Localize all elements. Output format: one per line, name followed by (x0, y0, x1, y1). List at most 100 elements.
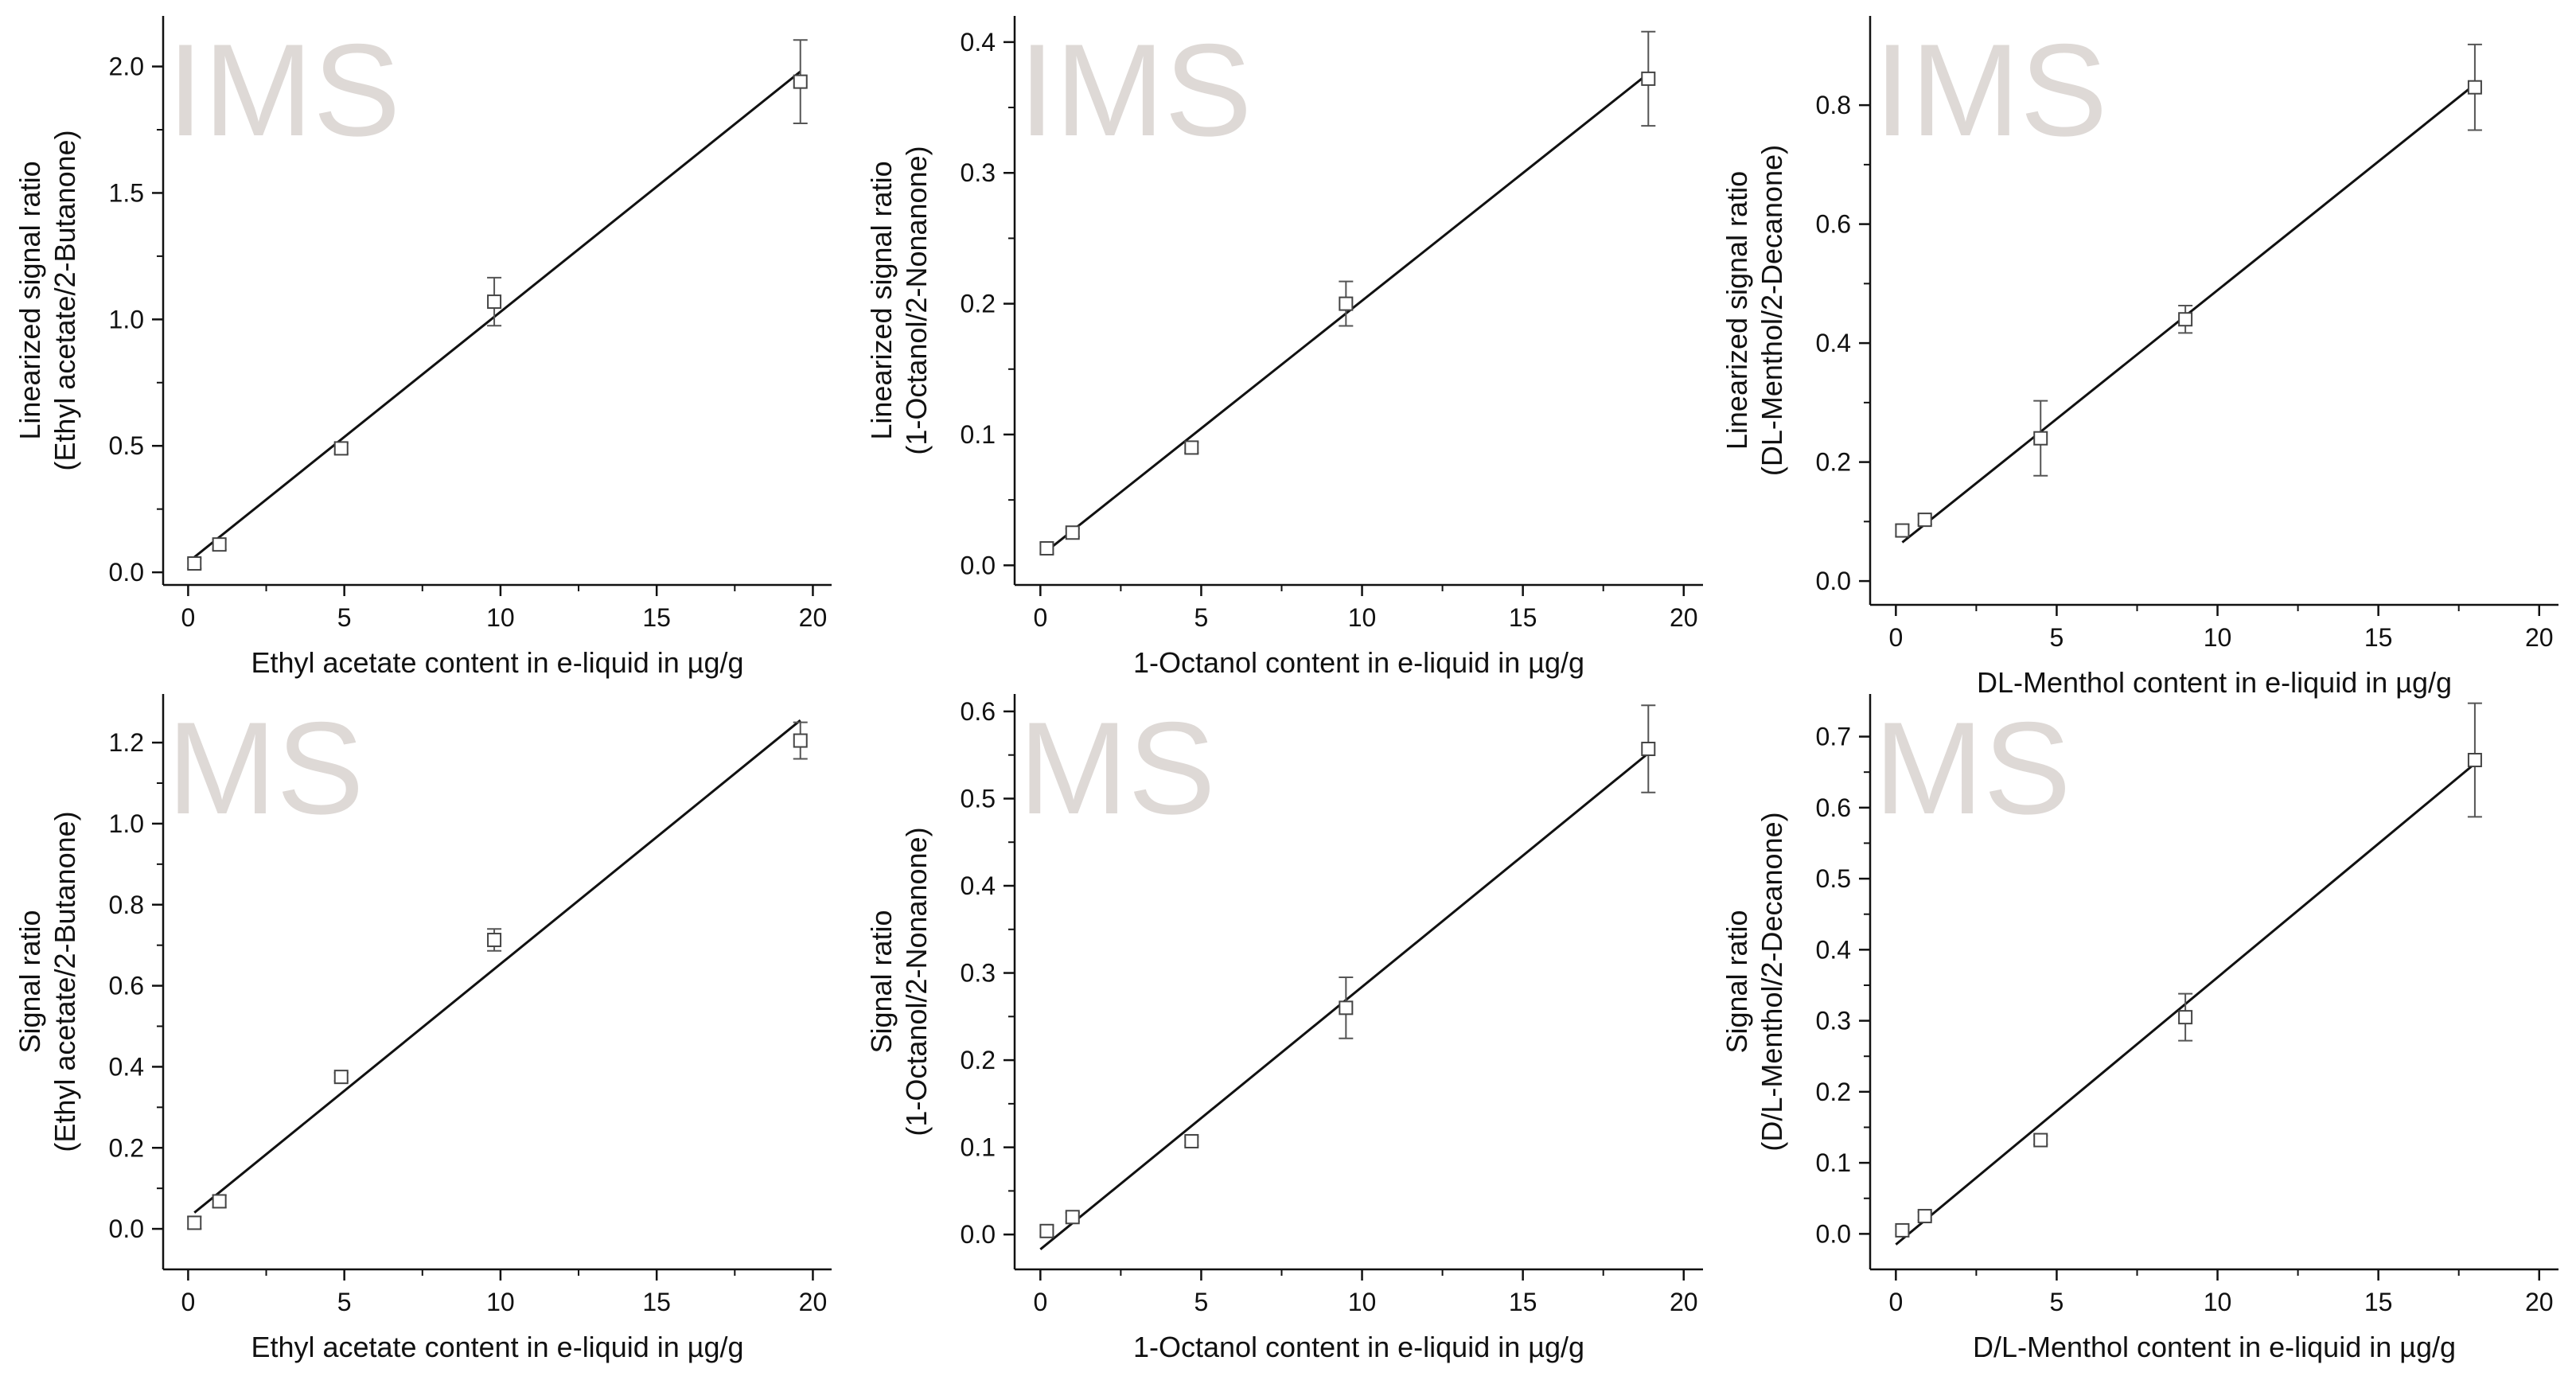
y-axis-label: Linearized signal ratio(DL-Menthol/2-Dec… (1721, 145, 1788, 476)
data-point (1184, 440, 1199, 455)
data-point (2178, 1010, 2193, 1025)
x-tick-label: 0 (1888, 623, 1903, 652)
y-tick-label: 0.4 (1816, 935, 1851, 964)
data-point (1895, 1222, 1910, 1238)
y-tick-label: 0.0 (1816, 1219, 1851, 1248)
data-point (1917, 513, 1932, 528)
y-axis-label: Linearized signal ratio(1-Octanol/2-Nona… (865, 146, 933, 454)
chart-panel-3: IMS 0 5 10 15 20 0.0 0.2 0.4 0.6 0.8 DL-Menthol con… (1721, 16, 2558, 699)
data-point (793, 74, 808, 89)
x-tick-label: 15 (2364, 623, 2393, 652)
data-point (2178, 312, 2193, 327)
y-tick-label: 0.2 (1816, 1078, 1851, 1106)
y-tick-label: 0.4 (961, 28, 996, 57)
x-axis-label: DL-Menthol content in e-liquid in µg/g (1977, 666, 2452, 699)
data-point (333, 1070, 349, 1085)
chart-panel-6: MS 0 5 10 15 20 0.0 0.1 0.2 0.3 0.4 0.5 0.6 0.7 D/L-Me… (1721, 694, 2558, 1363)
fit-line (193, 719, 801, 1214)
x-tick-label: 20 (2525, 623, 2554, 652)
data-point (1184, 1133, 1199, 1148)
data-point (1895, 523, 1910, 538)
x-tick-label: 0 (1888, 1288, 1903, 1316)
y-axis-label-line: (1-Octanol/2-Nonanone) (900, 827, 933, 1136)
data-point (487, 294, 502, 310)
data-point (793, 733, 808, 748)
watermark-text: MS (1019, 695, 1216, 841)
y-tick-label: 0.2 (1816, 448, 1851, 477)
y-tick-label: 1.0 (109, 305, 144, 333)
x-tick-label: 5 (337, 1288, 352, 1316)
y-axis-label-line: (1-Octanol/2-Nonanone) (900, 146, 933, 454)
y-tick-label: 2.0 (109, 53, 144, 81)
y-tick-label: 0.0 (1816, 567, 1851, 595)
x-tick-label: 10 (2204, 1288, 2232, 1316)
y-axis-label: Signal ratio(1-Octanol/2-Nonanone) (865, 827, 933, 1136)
y-tick-label: 0.0 (961, 551, 996, 579)
x-tick-label: 20 (1670, 603, 1698, 632)
x-tick-label: 5 (2050, 623, 2064, 652)
x-tick-label: 20 (799, 1288, 828, 1316)
y-tick-label: 0.7 (1816, 723, 1851, 751)
x-tick-label: 10 (486, 1288, 515, 1316)
y-axis-label: Signal ratio(D/L-Menthol/2-Decanone) (1721, 812, 1788, 1151)
x-tick-label: 5 (1194, 1288, 1209, 1316)
chart-panel-4: MS 0 5 10 15 20 0.0 0.2 0.4 0.6 0.8 1.0 1.2 Ethyl ace… (14, 694, 832, 1363)
data-point (2467, 753, 2482, 768)
y-axis-label-line: Linearized signal ratio (14, 161, 46, 439)
y-tick-label: 0.1 (961, 420, 996, 449)
x-tick-label: 15 (1509, 1288, 1537, 1316)
y-axis-label-line: Signal ratio (1721, 910, 1753, 1053)
y-tick-label: 0.6 (961, 697, 996, 726)
data-point (1917, 1209, 1932, 1224)
y-axis-label: Linearized signal ratio(Ethyl acetate/2-… (14, 130, 81, 470)
x-tick-label: 5 (2050, 1288, 2064, 1316)
x-tick-label: 10 (2204, 623, 2232, 652)
x-tick-label: 10 (1348, 603, 1377, 632)
y-tick-label: 0.4 (961, 871, 996, 900)
data-point (2033, 1132, 2048, 1148)
data-point (1039, 540, 1054, 556)
data-point (2467, 80, 2482, 95)
x-tick-label: 0 (181, 603, 196, 632)
y-tick-label: 0.3 (961, 158, 996, 187)
x-tick-label: 15 (2364, 1288, 2393, 1316)
y-tick-label: 0.8 (1816, 91, 1851, 119)
x-tick-label: 15 (642, 1288, 671, 1316)
watermark-text: IMS (1019, 17, 1252, 163)
data-point (1339, 1000, 1354, 1016)
x-tick-label: 5 (337, 603, 352, 632)
x-axis-label: D/L-Menthol content in e-liquid in µg/g (1973, 1331, 2456, 1363)
data-point (212, 537, 227, 552)
x-tick-label: 20 (2525, 1288, 2554, 1316)
y-axis-label-line: Linearized signal ratio (1721, 171, 1753, 450)
x-tick-label: 10 (486, 603, 515, 632)
fit-line (1046, 72, 1650, 552)
y-tick-label: 0.1 (1816, 1148, 1851, 1177)
y-tick-label: 0.5 (109, 431, 144, 460)
y-tick-label: 0.4 (1816, 329, 1851, 357)
y-tick-label: 0.0 (961, 1220, 996, 1249)
x-tick-label: 5 (1194, 603, 1209, 632)
data-point (487, 933, 502, 948)
x-tick-label: 15 (1509, 603, 1537, 632)
y-tick-label: 0.0 (109, 1214, 144, 1243)
y-axis-label: Signal ratio(Ethyl acetate/2-Butanone) (14, 811, 81, 1152)
x-tick-label: 20 (799, 603, 828, 632)
chart-panel-5: MS 0 5 10 15 20 0.0 0.1 0.2 0.3 0.4 0.5 0.6 1-Octanol… (865, 694, 1703, 1363)
y-tick-label: 0.2 (961, 1046, 996, 1074)
watermark-text: IMS (1874, 17, 2107, 163)
x-axis-label: 1-Octanol content in e-liquid in µg/g (1133, 646, 1584, 679)
data-point (1641, 71, 1656, 86)
y-tick-label: 0.6 (109, 972, 144, 1000)
data-point (187, 1215, 202, 1230)
y-axis-label-line: Linearized signal ratio (865, 161, 898, 439)
data-point (333, 441, 349, 456)
y-tick-label: 1.2 (109, 728, 144, 757)
fit-line (193, 70, 801, 559)
y-tick-label: 0.4 (109, 1052, 144, 1081)
x-tick-label: 0 (1033, 603, 1047, 632)
y-tick-label: 0.3 (1816, 1007, 1851, 1035)
chart-panel-1: IMS 0 5 10 15 20 0.0 0.5 1.0 1.5 2.0 Ethyl acetate … (14, 16, 832, 679)
y-axis-label-line: Signal ratio (14, 910, 46, 1053)
